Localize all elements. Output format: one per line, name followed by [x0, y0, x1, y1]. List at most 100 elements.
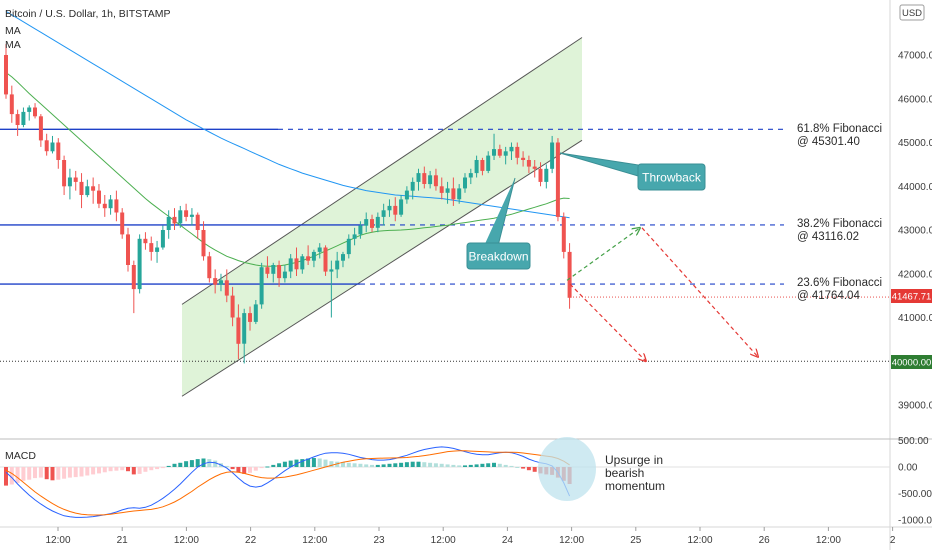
ma-green-line [5, 72, 570, 267]
macd-histogram-bar [433, 463, 438, 467]
throwback-callout: Throwback [559, 152, 706, 191]
macd-histogram-bar [242, 467, 247, 474]
candle-body [311, 251, 316, 261]
macd-histogram-bar [189, 460, 194, 467]
macd-tick-label: -500.00 [898, 489, 932, 500]
candle-body [457, 188, 462, 200]
ma-legend-1: MA [5, 25, 21, 37]
fib-382-name: 38.2% Fibonacci [797, 218, 882, 230]
candle-body [201, 230, 206, 257]
fib-618-price: @ 45301.40 [797, 136, 860, 148]
macd-note-line1: Upsurge in [605, 453, 663, 467]
candle-body [352, 234, 357, 239]
candle-body [207, 256, 212, 279]
candle-body [85, 186, 90, 196]
candle-body [381, 210, 386, 217]
macd-tick-label: -1000.00 [898, 516, 932, 527]
time-tick-label: 23 [373, 535, 385, 546]
macd-histogram-bar [370, 464, 374, 467]
candle-body [492, 149, 496, 156]
candle-body [149, 243, 154, 252]
candle-body [410, 181, 415, 191]
candle-body [463, 177, 467, 189]
candle-body [172, 216, 177, 224]
macd-histogram-bar [346, 462, 351, 467]
macd-histogram-bar [375, 464, 380, 467]
candle-body [451, 188, 456, 200]
candle-body [370, 219, 374, 228]
candle-body [521, 157, 526, 160]
fib-618-name: 61.8% Fibonacci [797, 123, 882, 135]
macd-histogram-bar [248, 467, 252, 473]
macd-histogram-bar [178, 462, 183, 467]
candle-body [317, 247, 322, 252]
macd-histogram-bar [457, 465, 462, 467]
macd-histogram-bar [114, 467, 119, 471]
time-tick-label: 25 [630, 535, 642, 546]
macd-histogram-bar [509, 465, 514, 467]
macd-histogram-bar [445, 464, 450, 467]
candle-body [242, 313, 247, 344]
currency-label: USD [902, 8, 922, 19]
time-tick-label: 12:00 [174, 535, 199, 546]
candle-body [474, 160, 479, 174]
macd-histogram-bar [416, 461, 421, 467]
time-tick-label: 24 [502, 535, 514, 546]
macd-histogram-bar [160, 467, 165, 469]
macd-tick-label: 500.00 [898, 436, 929, 447]
candle-body [259, 267, 264, 305]
time-tick-label: 12:00 [816, 535, 841, 546]
candle-body [387, 205, 392, 211]
macd-histogram-bar [259, 467, 264, 469]
macd-histogram-bar [73, 467, 78, 478]
fib-236-name: 23.6% Fibonacci [797, 277, 882, 289]
macd-histogram-bar [213, 460, 218, 467]
candle-body [439, 186, 444, 193]
macd-histogram-bar [166, 465, 171, 467]
candle-body [230, 295, 235, 318]
macd-histogram-bar [143, 467, 148, 472]
candle-body [497, 149, 502, 156]
channel-lower-line [181, 139, 583, 397]
channel-upper-line [181, 37, 583, 305]
macd-histogram-bar [387, 463, 392, 467]
macd-histogram-bar [85, 467, 90, 476]
candle-body [486, 155, 491, 171]
macd-histogram-bar [335, 461, 340, 467]
candle-body [282, 271, 287, 279]
support-price-text: 40000.00 [892, 358, 932, 369]
candle-body [44, 140, 49, 152]
candle-body [213, 278, 218, 285]
macd-histogram-bar [224, 465, 229, 467]
candle-body [166, 216, 171, 230]
macd-histogram-bar [236, 467, 241, 473]
macd-histogram-bar [277, 463, 282, 467]
macd-histogram-bar [474, 464, 479, 467]
time-tick-label: 12:00 [559, 535, 584, 546]
time-tick-label: 21 [117, 535, 129, 546]
currency-button[interactable]: USD [899, 4, 925, 21]
candle-body [27, 107, 32, 112]
price-tick-label: 46000.00 [898, 94, 932, 105]
macd-histogram-bar [172, 463, 177, 467]
candle-body [189, 214, 194, 217]
candle-body [114, 199, 119, 213]
candle-body [4, 55, 8, 95]
macd-histogram-bar [38, 467, 43, 478]
candle-body [416, 173, 421, 182]
macd-histogram-bar [329, 461, 334, 467]
ma-legend-2: MA [5, 39, 21, 51]
candle-body [532, 166, 537, 169]
projection-arrows [566, 228, 758, 361]
macd-histogram-bar [410, 461, 415, 467]
candle-body [143, 238, 148, 244]
fib-236-price: @ 41764.04 [797, 290, 860, 302]
macd-histogram-bar [497, 463, 502, 467]
macd-histogram-bar [306, 458, 311, 467]
candle-body [509, 146, 514, 152]
support-price-tag: 40000.00 [891, 355, 932, 369]
candle-body [155, 247, 160, 252]
macd-histogram-bar [532, 467, 537, 472]
candle-body [288, 258, 293, 272]
